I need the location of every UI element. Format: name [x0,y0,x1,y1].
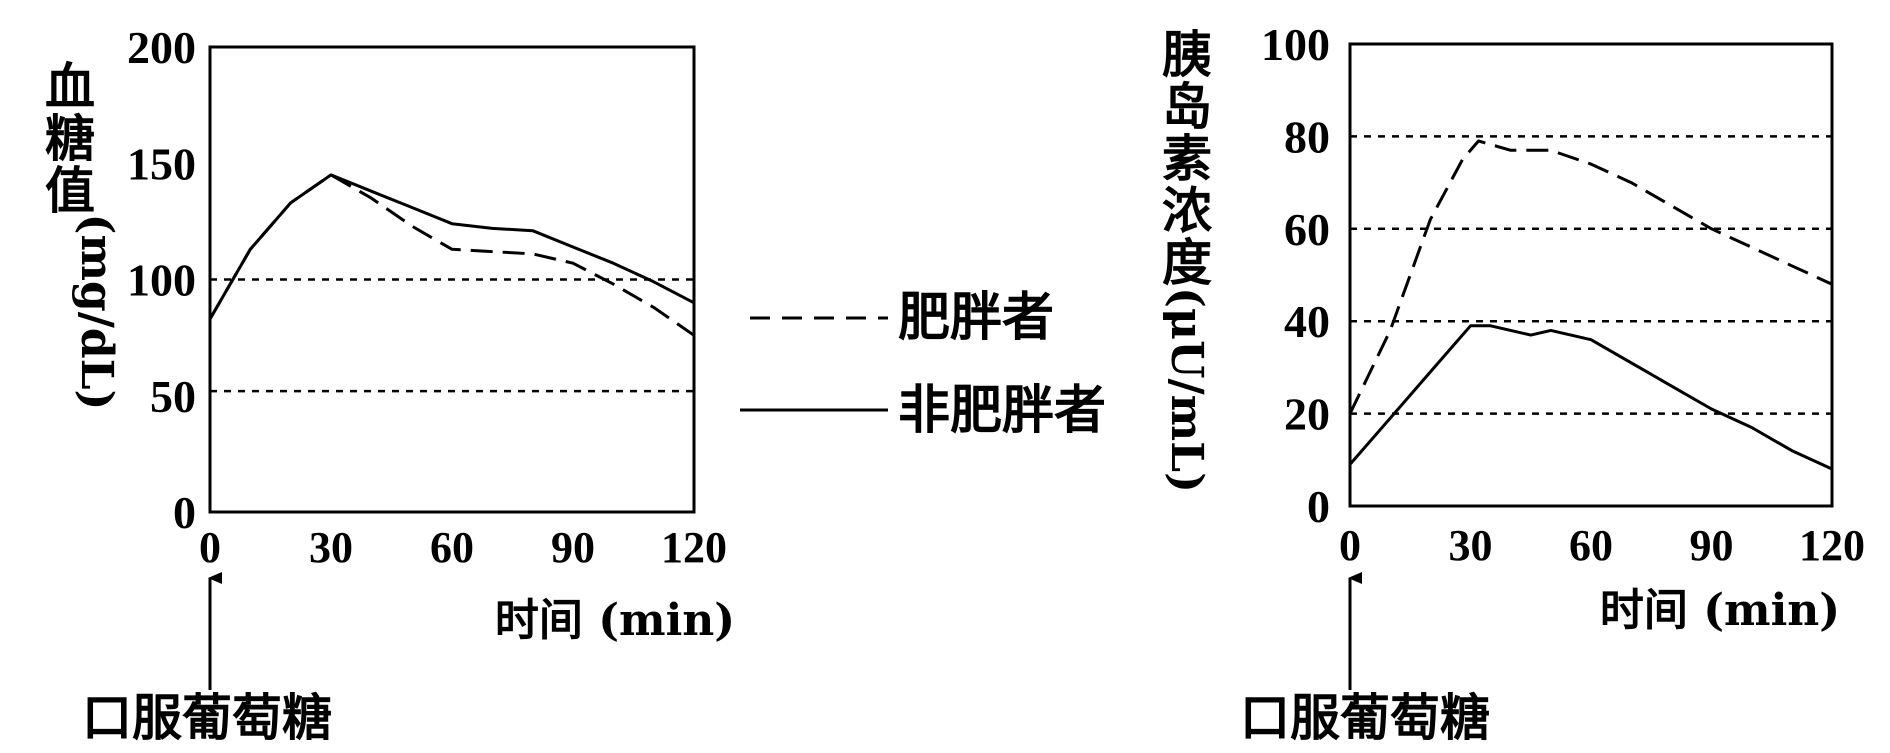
y-tick-label: 50 [150,371,196,422]
x-tick-labels: 0 30 60 90 120 [1339,521,1865,570]
x-tick-label: 0 [199,523,221,572]
series-line-nonobese [208,173,695,320]
reference-lines [210,278,694,393]
ylabel-main-char-5: 度 [1162,233,1212,292]
data-series [1348,139,1833,471]
ylabel-main-char-1: 胰 [1162,25,1212,84]
x-tick-label: 90 [1690,521,1734,570]
data-series [208,173,695,337]
series-line-obese [208,173,695,337]
y-tick-label: 150 [127,138,196,189]
x-tick-label: 120 [661,523,727,572]
ylabel-main-char-2: 糖 [45,109,95,168]
x-tick-label: 60 [1569,521,1613,570]
legend-label-nonobese: 非肥胖者 [898,380,1106,441]
x-axis-label: 时间 (min) [1600,585,1840,636]
y-tick-label: 40 [1284,296,1330,347]
y-tick-label: 100 [1261,19,1330,70]
y-tick-label: 20 [1284,389,1330,440]
insulin-ylabel-unit: (μU/mL) [1161,287,1212,493]
plot-frame [1348,42,1834,508]
y-tick-label: 60 [1284,204,1330,255]
x-tick-label: 60 [430,523,474,572]
ylabel-main-char-3: 素 [1162,129,1212,188]
y-tick-labels: 0 50 100 150 200 [127,22,196,538]
reference-lines [1350,135,1832,415]
y-tick-labels: 0 20 40 60 80 100 [1261,19,1330,532]
annotation-label: 口服葡萄糖 [82,688,332,747]
x-axis-label: 时间 (min) [495,595,735,646]
legend-label-obese: 肥胖者 [898,287,1054,348]
ylabel-main-char-4: 浓 [1162,181,1213,240]
ylabel-main-char-2: 岛 [1162,77,1212,136]
annotation-label: 口服葡萄糖 [1240,688,1490,747]
x-tick-label: 30 [309,523,353,572]
y-tick-label: 0 [173,487,196,538]
series-line-nonobese [1348,324,1833,471]
y-tick-label: 80 [1284,111,1330,162]
ylabel-main-char-1: 血 [45,57,95,116]
ylabel-main-char-3: 值 [45,161,95,220]
glucose-ylabel-unit: (mg/dL) [71,214,122,411]
x-tick-label: 120 [1799,521,1865,570]
y-tick-label: 100 [127,255,196,306]
series-line-obese [1348,139,1833,415]
y-tick-label: 0 [1307,481,1330,532]
y-tick-label: 200 [127,22,196,73]
x-tick-label: 90 [551,523,595,572]
legend: 肥胖者 非肥胖者 [740,287,1106,441]
x-tick-label: 30 [1449,521,1493,570]
chart-glucose: 血 糖 值 (mg/dL) 0 50 100 150 200 0 30 60 90 120 时间… [45,22,735,747]
x-tick-label: 0 [1339,521,1361,570]
x-tick-labels: 0 30 60 90 120 [199,523,727,572]
chart-insulin: 胰 岛 素 浓 度 (μU/mL) 0 20 40 60 80 100 0 30 60 90 12… [1161,19,1865,747]
